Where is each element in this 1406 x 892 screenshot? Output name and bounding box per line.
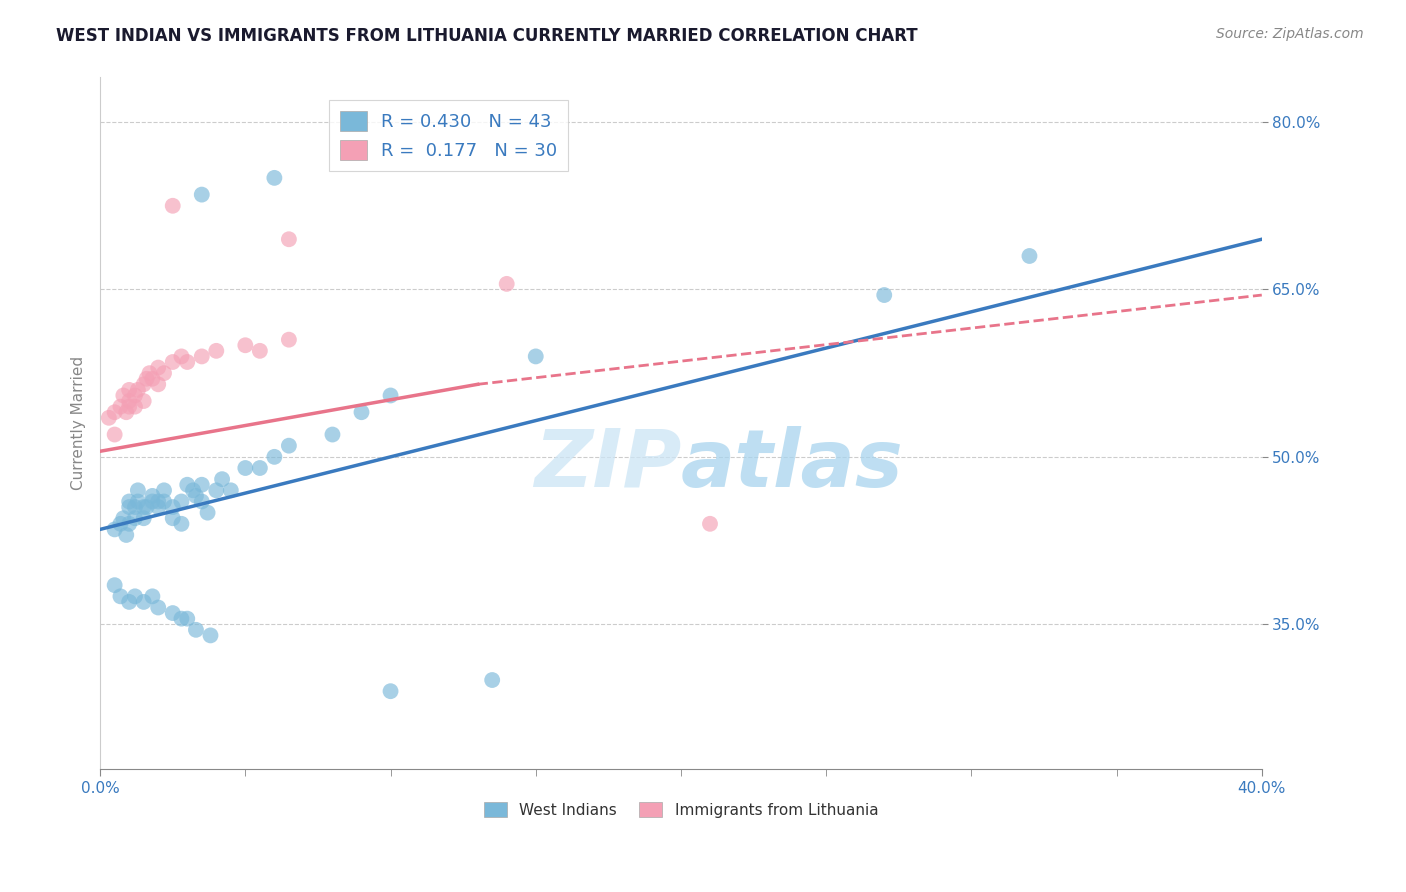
Point — [141, 489, 163, 503]
Point — [110, 590, 132, 604]
Point — [148, 377, 170, 392]
Point — [115, 528, 138, 542]
Point — [141, 372, 163, 386]
Legend: West Indians, Immigrants from Lithuania: West Indians, Immigrants from Lithuania — [478, 796, 884, 824]
Point — [153, 494, 176, 508]
Point — [197, 506, 219, 520]
Point — [191, 477, 214, 491]
Point — [135, 372, 157, 386]
Point — [200, 628, 222, 642]
Point — [118, 595, 141, 609]
Point — [162, 511, 184, 525]
Point — [1018, 249, 1040, 263]
Point — [277, 333, 299, 347]
Point — [124, 590, 146, 604]
Point — [211, 472, 233, 486]
Point — [148, 360, 170, 375]
Point — [176, 612, 198, 626]
Point — [184, 623, 207, 637]
Point — [181, 483, 204, 498]
Point — [135, 500, 157, 514]
Point — [249, 461, 271, 475]
Point — [115, 405, 138, 419]
Point — [162, 606, 184, 620]
Point — [118, 383, 141, 397]
Point — [263, 450, 285, 464]
Text: ZIP: ZIP — [534, 425, 681, 504]
Point — [380, 684, 402, 698]
Y-axis label: Currently Married: Currently Married — [72, 356, 86, 491]
Point — [97, 410, 120, 425]
Point — [104, 578, 127, 592]
Point — [249, 343, 271, 358]
Point — [132, 377, 155, 392]
Point — [153, 483, 176, 498]
Point — [263, 170, 285, 185]
Point — [138, 366, 160, 380]
Point — [205, 343, 228, 358]
Point — [699, 516, 721, 531]
Point — [481, 673, 503, 687]
Point — [380, 388, 402, 402]
Point — [132, 500, 155, 514]
Point — [118, 394, 141, 409]
Point — [176, 355, 198, 369]
Point — [127, 383, 149, 397]
Point — [127, 494, 149, 508]
Point — [112, 388, 135, 402]
Point — [524, 350, 547, 364]
Point — [176, 477, 198, 491]
Point — [191, 350, 214, 364]
Point — [141, 590, 163, 604]
Point — [112, 511, 135, 525]
Point — [148, 500, 170, 514]
Point — [132, 511, 155, 525]
Point — [162, 355, 184, 369]
Point — [184, 489, 207, 503]
Text: WEST INDIAN VS IMMIGRANTS FROM LITHUANIA CURRENTLY MARRIED CORRELATION CHART: WEST INDIAN VS IMMIGRANTS FROM LITHUANIA… — [56, 27, 918, 45]
Point — [191, 187, 214, 202]
Point — [233, 338, 256, 352]
Point — [118, 516, 141, 531]
Point — [124, 511, 146, 525]
Point — [219, 483, 242, 498]
Point — [162, 500, 184, 514]
Point — [233, 461, 256, 475]
Point — [321, 427, 343, 442]
Point — [170, 494, 193, 508]
Point — [104, 427, 127, 442]
Point — [110, 516, 132, 531]
Point — [153, 366, 176, 380]
Point — [148, 494, 170, 508]
Point — [124, 400, 146, 414]
Point — [350, 405, 373, 419]
Point — [277, 439, 299, 453]
Point — [132, 394, 155, 409]
Point — [124, 388, 146, 402]
Point — [277, 232, 299, 246]
Point — [104, 405, 127, 419]
Point — [873, 288, 896, 302]
Point — [127, 483, 149, 498]
Point — [191, 494, 214, 508]
Point — [118, 494, 141, 508]
Text: Source: ZipAtlas.com: Source: ZipAtlas.com — [1216, 27, 1364, 41]
Text: atlas: atlas — [681, 425, 904, 504]
Point — [124, 500, 146, 514]
Point — [170, 350, 193, 364]
Point — [141, 494, 163, 508]
Point — [104, 522, 127, 536]
Point — [162, 199, 184, 213]
Point — [170, 516, 193, 531]
Point — [118, 500, 141, 514]
Point — [118, 400, 141, 414]
Point — [132, 595, 155, 609]
Point — [148, 600, 170, 615]
Point — [170, 612, 193, 626]
Point — [495, 277, 517, 291]
Point — [205, 483, 228, 498]
Point — [110, 400, 132, 414]
